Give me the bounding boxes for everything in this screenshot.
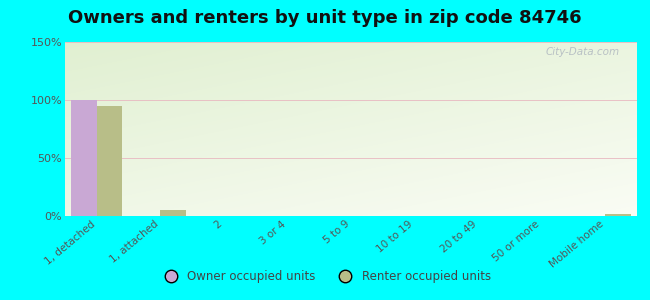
Bar (72, 100, 97, 216)
Legend: Owner occupied units, Renter occupied units: Owner occupied units, Renter occupied un… (154, 266, 496, 288)
Bar (605, 214, 630, 216)
Text: Owners and renters by unit type in zip code 84746: Owners and renters by unit type in zip c… (68, 9, 582, 27)
Bar (97, 106, 122, 216)
Bar (161, 210, 186, 216)
Text: City-Data.com: City-Data.com (546, 47, 620, 57)
